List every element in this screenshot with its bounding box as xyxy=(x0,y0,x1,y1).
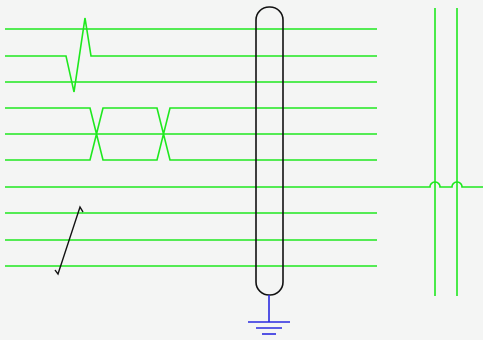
wire xyxy=(5,107,377,161)
wire xyxy=(5,107,377,161)
break-mark xyxy=(54,205,84,276)
conductors xyxy=(5,8,483,296)
wire-with-hops xyxy=(5,181,483,188)
wire xyxy=(5,17,377,93)
ground xyxy=(248,295,290,335)
